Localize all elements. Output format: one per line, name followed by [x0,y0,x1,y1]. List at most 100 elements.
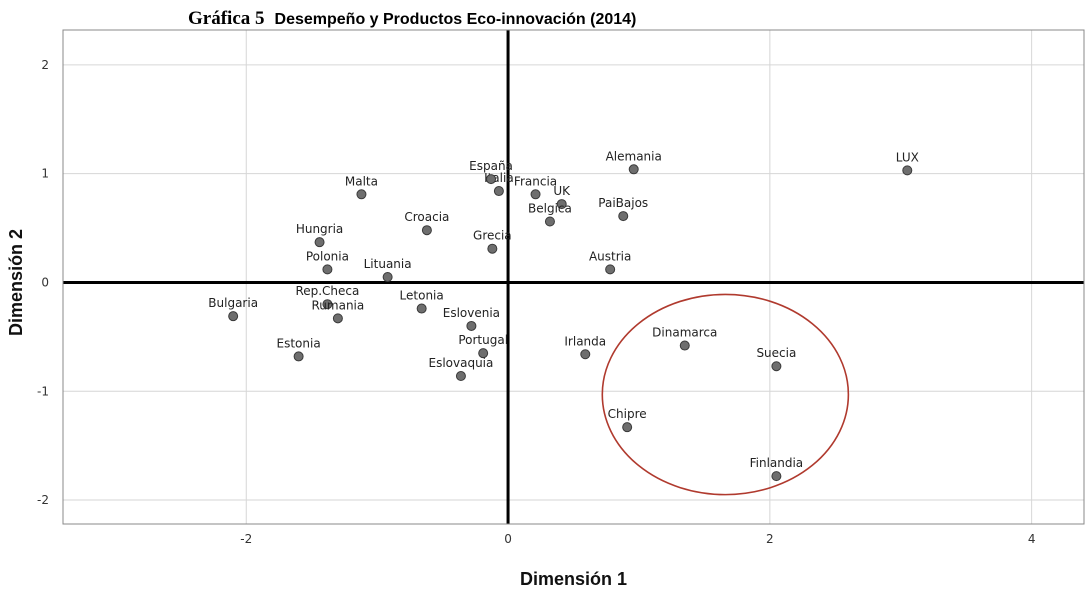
scatter-point: Alemania [606,149,662,175]
x-tick-label: 0 [504,532,512,546]
point-label: Suecia [756,346,796,360]
scatter-point: Grecia [473,229,512,254]
point-marker [487,243,498,254]
point-label: Portugal [458,333,508,347]
point-label: Bulgaria [208,296,258,310]
point-marker [478,348,489,359]
scatter-point: PaiBajos [598,196,648,222]
x-tick-label: 4 [1028,532,1036,546]
point-marker [771,471,782,482]
scatter-point: Eslovaquia [428,356,493,382]
point-marker [493,186,504,197]
point-marker [332,313,343,324]
point-marker [902,165,913,176]
scatter-point: Rep.Checa [295,284,359,310]
tick-labels: -2 0 2 4 -2 -1 0 1 2 [37,58,1035,546]
point-label: PaiBajos [598,196,648,210]
x-axis-title: Dimensión 1 [520,569,627,589]
point-label: Rep.Checa [295,284,359,298]
point-marker [605,264,616,275]
scatter-point: Finlandia [750,456,804,482]
scatter-point: Malta [345,174,378,200]
scatter-point: Croacia [404,210,449,236]
scatter-point: Bulgaria [208,296,258,322]
point-label: Francia [514,174,557,188]
point-marker [530,189,541,200]
point-marker [416,303,427,314]
point-label: España [469,159,513,173]
scatter-point: Polonia [306,249,349,275]
highlight-ellipse [601,293,850,496]
point-label: Belgica [528,202,572,216]
scatter-point: Francia [514,174,557,200]
scatter-point: Austria [589,249,631,275]
point-marker [580,349,591,360]
point-marker [228,311,239,322]
y-tick-label: 0 [41,275,49,289]
scatter-point: Dinamarca [652,326,717,351]
y-tick-label: 2 [41,58,49,72]
point-label: Irlanda [564,334,606,348]
point-label: Eslovenia [443,306,500,320]
scatter-point: Lituania [364,257,412,282]
point-marker [618,211,629,222]
point-marker [314,237,325,248]
point-label: LUX [896,150,919,164]
scatter-point: Belgica [528,202,572,227]
scatter-point: Hungria [296,222,343,248]
point-marker [544,216,555,227]
scatter-point: Portugal [458,333,508,359]
zero-axes [63,30,1084,524]
point-marker [771,361,782,372]
grid-lines [63,30,1084,524]
point-label: Hungria [296,222,343,236]
data-points: LUXAlemaniaItaliaEspañaFranciaUKPaiBajos… [208,149,919,482]
point-label: Eslovaquia [428,356,493,370]
point-marker [421,225,432,236]
point-label: Croacia [404,210,449,224]
scatter-point: Eslovenia [443,306,500,331]
y-tick-label: -1 [37,384,49,398]
point-marker [486,174,497,185]
point-marker [628,164,639,175]
point-marker [466,320,477,331]
y-tick-label: 1 [41,167,49,181]
point-marker [455,371,466,382]
chart-title-lead: Gráfica 5 [188,8,265,29]
point-label: Rumania [312,298,365,312]
point-label: Lituania [364,257,412,271]
chart-title-text: Desempeño y Productos Eco-innovación (20… [275,11,637,28]
scatter-point: LUX [896,150,919,176]
point-label: Estonia [277,336,321,350]
scatter-point: Suecia [756,346,796,372]
y-tick-label: -2 [37,493,49,507]
point-marker [322,299,333,310]
scatter-point: Estonia [277,336,321,362]
scatter-point: Letonia [400,289,444,314]
point-label: Austria [589,249,631,263]
point-marker [356,189,367,200]
x-tick-label: -2 [240,532,252,546]
point-label: Grecia [473,229,512,243]
highlight-ellipse-group [601,293,850,496]
point-marker [382,272,393,282]
point-label: Malta [345,174,378,188]
point-marker [322,264,333,275]
point-marker [293,351,304,362]
point-label: Dinamarca [652,326,717,340]
point-label: Chipre [608,407,647,421]
point-label: Finlandia [750,456,804,470]
chart-title: Gráfica 5 Desempeño y Productos Eco-inno… [188,8,636,29]
scatter-point: Chipre [608,407,647,433]
scatter-point: Irlanda [564,334,606,360]
scatter-point: Rumania [312,298,365,324]
y-axis-title: Dimensión 2 [6,229,26,336]
point-marker [679,340,690,351]
point-label: Alemania [606,149,662,163]
point-label: Letonia [400,289,444,303]
point-marker [622,422,633,433]
x-tick-label: 2 [766,532,774,546]
scatter-point: España [469,159,513,185]
point-label: UK [553,184,571,198]
